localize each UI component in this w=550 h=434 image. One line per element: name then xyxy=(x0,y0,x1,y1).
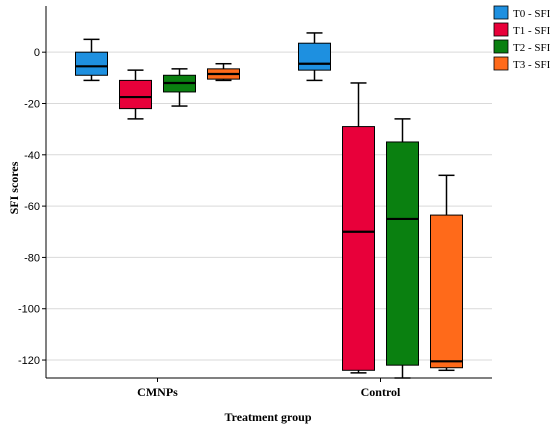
legend-swatch xyxy=(493,56,509,71)
legend: T0 - SFI T1 - SFI T2 - SFI T3 - SFI xyxy=(493,5,550,71)
legend-entry: T2 - SFI xyxy=(493,39,550,54)
box-t0-sfi-cmnps xyxy=(75,38,108,82)
box-body xyxy=(298,42,331,71)
box-body xyxy=(430,214,463,369)
legend-swatch xyxy=(493,22,509,37)
box-t2-sfi-cmnps xyxy=(163,68,196,107)
legend-label: T3 - SFI xyxy=(513,59,550,71)
legend-label: T0 - SFI xyxy=(513,8,550,20)
legend-entry: T0 - SFI xyxy=(493,5,550,20)
box-body xyxy=(119,79,152,110)
plot-area xyxy=(75,32,463,379)
y-tick-label: -100 xyxy=(18,304,40,316)
box-body xyxy=(386,141,419,366)
y-tick-label: -20 xyxy=(24,98,40,110)
box-t1-sfi-control xyxy=(342,82,375,374)
box-t3-sfi-control xyxy=(430,174,463,372)
legend-entry: T3 - SFI xyxy=(493,56,550,71)
legend-swatch xyxy=(493,5,509,20)
x-tick-label: CMNPs xyxy=(137,385,178,399)
legend-label: T1 - SFI xyxy=(513,25,550,37)
y-tick-label: -60 xyxy=(24,201,40,213)
legend-label: T2 - SFI xyxy=(513,42,550,54)
y-tick-label: -120 xyxy=(18,355,40,367)
x-tick-label: Control xyxy=(361,385,401,399)
y-tick-label: -80 xyxy=(24,252,40,264)
box-t0-sfi-control xyxy=(298,32,331,82)
box-t2-sfi-control xyxy=(386,118,419,379)
axes: 0 -20 -40 -60 -80 -100 -120 CMNPs Control xyxy=(18,6,492,399)
legend-entry: T1 - SFI xyxy=(493,22,550,37)
legend-swatch xyxy=(493,39,509,54)
gridlines xyxy=(46,51,492,361)
box-t1-sfi-cmnps xyxy=(119,69,152,120)
box-t3-sfi-cmnps xyxy=(207,62,240,82)
y-axis-title: SFI scores xyxy=(7,161,21,214)
x-axis-title: Treatment group xyxy=(225,410,312,424)
y-tick-label: 0 xyxy=(34,47,40,59)
y-tick-label: -40 xyxy=(24,150,40,162)
box-body xyxy=(75,51,108,76)
box-body xyxy=(342,126,375,371)
